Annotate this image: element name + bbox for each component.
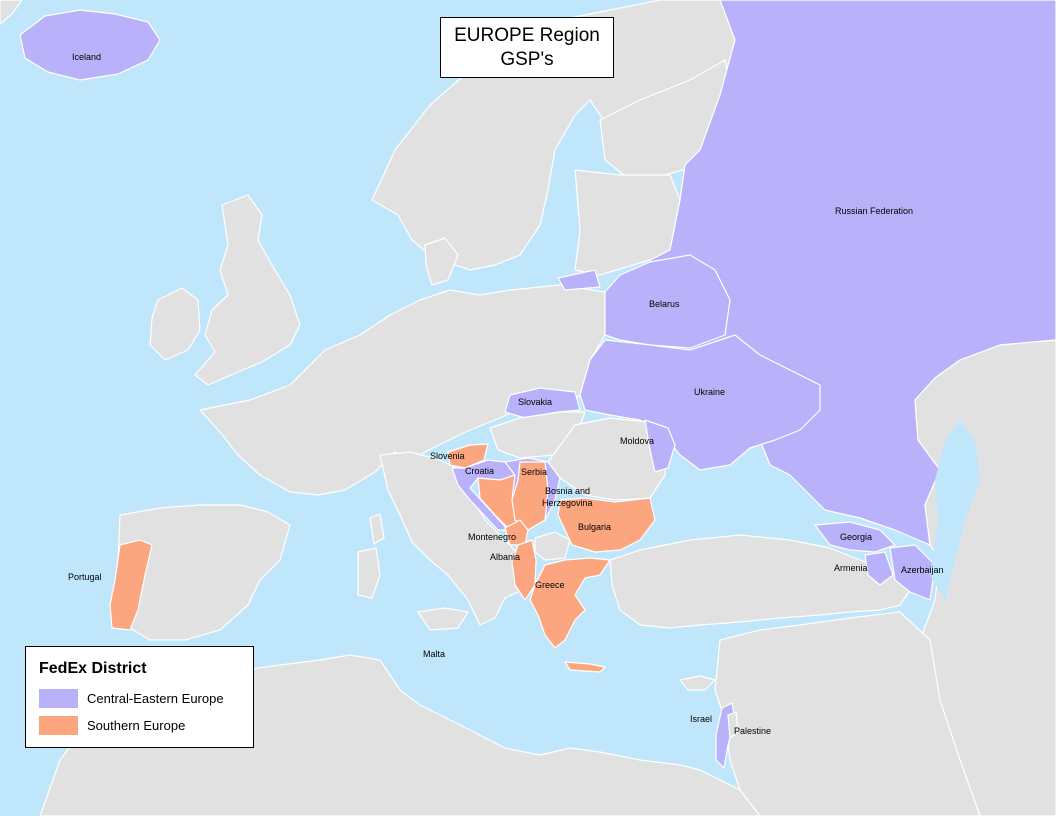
label-bosnia-line2: Herzegovina <box>542 498 593 508</box>
label-malta: Malta <box>423 649 445 659</box>
label-azerbaijan: Azerbaijan <box>901 565 944 575</box>
label-slovakia: Slovakia <box>518 397 552 407</box>
armenia-shape <box>864 551 894 586</box>
sicily <box>417 607 469 631</box>
label-bulgaria: Bulgaria <box>578 522 611 532</box>
georgia-shape <box>814 521 896 553</box>
corsica <box>369 513 385 545</box>
label-serbia: Serbia <box>521 467 547 477</box>
caspian-sea <box>930 420 980 600</box>
label-russia: Russian Federation <box>835 206 913 216</box>
label-ukraine: Ukraine <box>694 387 725 397</box>
map-title-line2: GSP's <box>500 49 554 70</box>
albania-shape <box>511 539 537 601</box>
label-croatia: Croatia <box>465 466 494 476</box>
cyprus <box>679 675 716 691</box>
map-title: EUROPE Region GSP's <box>440 17 614 78</box>
legend-item-southern: Southern Europe <box>39 715 185 735</box>
montenegro-shape <box>504 519 529 546</box>
slovakia-shape <box>504 387 581 419</box>
denmark <box>424 237 459 286</box>
slovenia-shape <box>447 443 489 469</box>
croatia-shape <box>451 459 516 531</box>
label-iceland: Iceland <box>72 52 101 62</box>
portugal-shape <box>109 539 153 631</box>
label-montenegro: Montenegro <box>468 532 516 542</box>
legend-item-central-eastern: Central-Eastern Europe <box>39 688 224 708</box>
label-palestine: Palestine <box>734 726 771 736</box>
label-georgia: Georgia <box>840 532 872 542</box>
label-israel: Israel <box>690 714 712 724</box>
kaliningrad <box>557 269 601 291</box>
label-portugal: Portugal <box>68 572 102 582</box>
sardinia <box>357 547 381 599</box>
label-slovenia: Slovenia <box>430 451 465 461</box>
legend-swatch-southern <box>39 715 78 735</box>
moldova-shape <box>644 419 676 473</box>
belarus-shape <box>604 254 731 349</box>
legend-label-southern: Southern Europe <box>87 717 186 733</box>
ireland <box>149 287 201 361</box>
crete <box>564 661 606 673</box>
azerbaijan-shape <box>889 544 936 601</box>
legend-title: FedEx District <box>39 660 147 677</box>
legend-label-central-eastern: Central-Eastern Europe <box>87 690 224 706</box>
label-albania: Albania <box>490 552 520 562</box>
great-britain <box>194 194 301 386</box>
iceland-shape <box>19 9 161 81</box>
label-armenia: Armenia <box>834 563 868 573</box>
palestine-shape <box>727 711 739 739</box>
legend-swatch-central-eastern <box>39 688 78 708</box>
label-greece: Greece <box>535 580 565 590</box>
greece-shape <box>529 557 611 649</box>
label-moldova: Moldova <box>620 436 654 446</box>
label-belarus: Belarus <box>649 299 680 309</box>
map-title-line1: EUROPE Region <box>454 25 600 46</box>
greenland <box>0 0 23 25</box>
legend: FedEx District Central-Eastern Europe So… <box>25 646 254 748</box>
turkey <box>609 534 911 629</box>
label-bosnia-line1: Bosnia and <box>545 486 590 496</box>
bulgaria-shape <box>557 497 656 553</box>
